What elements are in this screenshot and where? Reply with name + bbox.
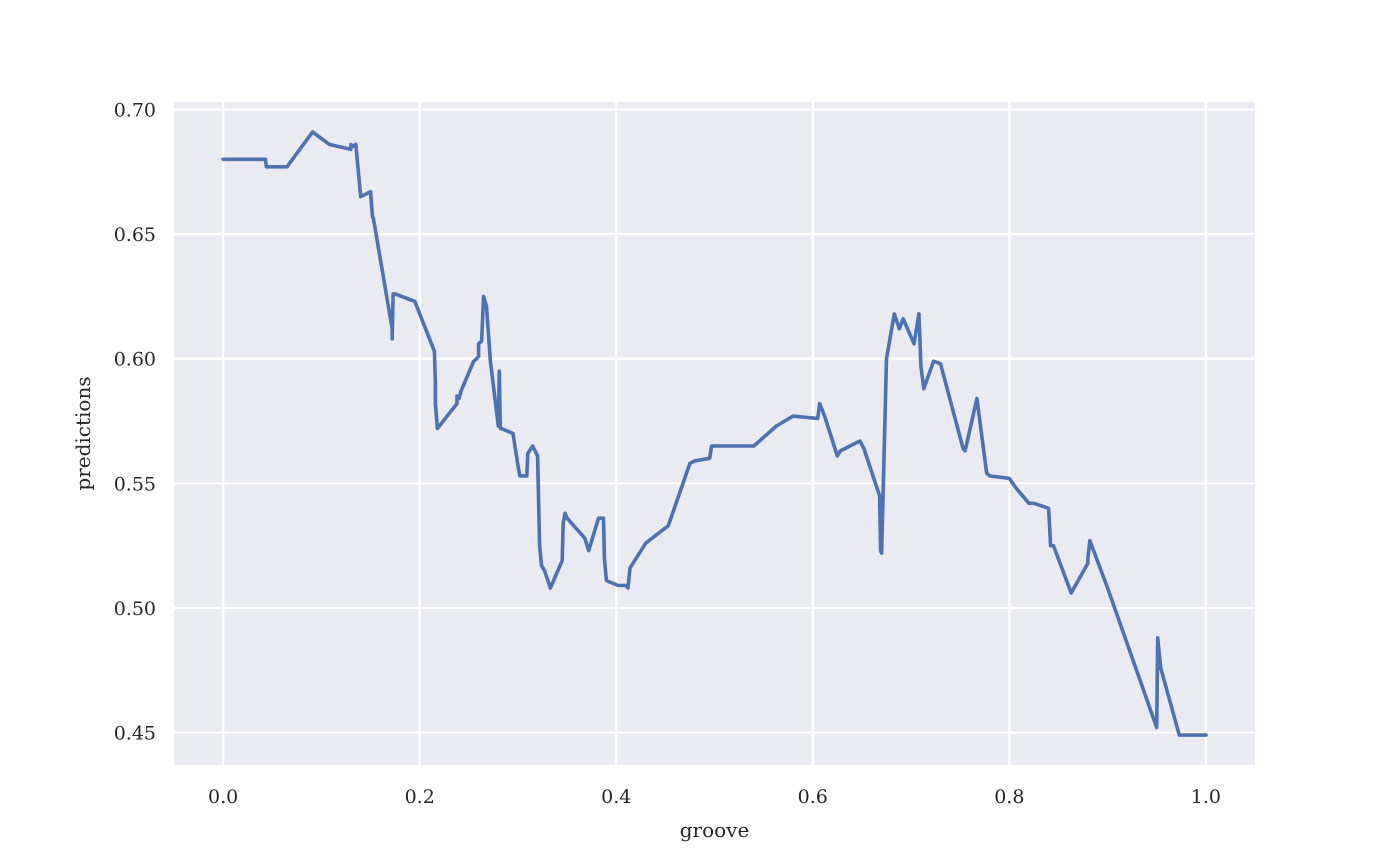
y-tick-label: 0.65	[114, 224, 156, 246]
series-line	[221, 130, 1208, 737]
y-tick-label: 0.70	[114, 99, 156, 121]
y-tick-label: 0.55	[114, 473, 156, 495]
y-axis-label: predictions	[71, 376, 95, 490]
x-tick-label: 0.6	[798, 786, 828, 808]
plot-area	[174, 102, 1255, 765]
grid	[174, 102, 1255, 765]
y-tick-label: 0.50	[114, 598, 156, 620]
y-tick-label: 0.60	[114, 349, 156, 371]
x-tick-label: 1.0	[1191, 786, 1221, 808]
x-tick-label: 0.8	[994, 786, 1024, 808]
series-layer	[221, 130, 1208, 737]
x-tick-label: 0.0	[208, 786, 238, 808]
x-tick-label: 0.2	[405, 786, 435, 808]
y-axis-ticks: 0.45 0.50 0.55 0.60 0.65 0.70	[114, 99, 156, 744]
x-axis-ticks: 0.0 0.2 0.4 0.6 0.8 1.0	[208, 786, 1221, 808]
x-tick-label: 0.4	[601, 786, 631, 808]
y-tick-label: 0.45	[114, 723, 156, 745]
x-axis-label: groove	[680, 818, 750, 842]
